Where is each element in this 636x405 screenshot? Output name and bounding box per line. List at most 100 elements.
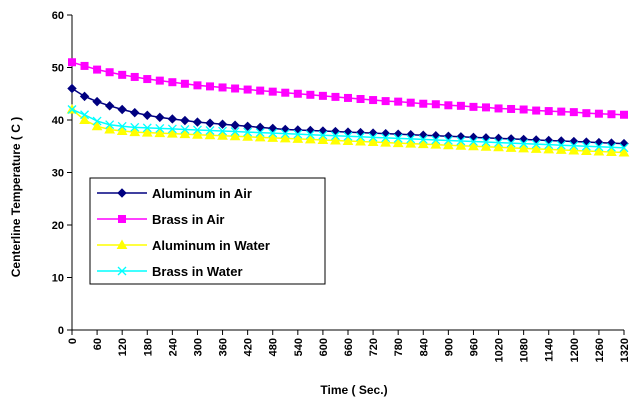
data-point — [167, 128, 178, 138]
data-point-stroke — [105, 120, 115, 130]
data-point — [392, 137, 404, 148]
data-point — [606, 138, 617, 148]
data-point — [581, 145, 592, 155]
data-point — [230, 127, 240, 137]
legend-item: Aluminum in Water — [97, 238, 270, 253]
data-point — [393, 129, 403, 139]
data-point — [256, 86, 265, 95]
legend-label: Aluminum in Water — [152, 238, 270, 253]
x-tick-label: 1260 — [594, 338, 606, 362]
data-point-stroke — [481, 137, 491, 147]
data-point — [469, 102, 478, 111]
data-point-stroke — [343, 131, 353, 141]
data-point — [468, 137, 478, 146]
x-tick-label: 1020 — [494, 338, 506, 362]
data-point — [155, 112, 165, 123]
data-point — [468, 140, 479, 151]
data-point — [192, 129, 203, 139]
x-tick-label: 1140 — [544, 338, 556, 362]
data-point-stroke — [255, 128, 265, 138]
series-aluminum-in-air — [67, 83, 629, 149]
data-point — [342, 135, 354, 145]
data-point — [155, 123, 165, 133]
data-point-stroke — [80, 110, 90, 120]
data-point — [154, 127, 166, 138]
y-tick-label: 0 — [58, 325, 64, 337]
data-point — [356, 95, 365, 103]
data-point — [367, 136, 379, 147]
data-point — [130, 107, 140, 118]
y-tick-label: 40 — [52, 115, 64, 127]
series-line — [71, 61, 625, 116]
y-tick-label: 20 — [52, 220, 64, 232]
data-point — [593, 145, 605, 156]
data-point — [444, 101, 453, 110]
data-point-stroke — [180, 124, 190, 134]
data-point — [343, 131, 353, 141]
data-point — [606, 142, 616, 152]
data-point — [104, 123, 115, 134]
x-tick-label: 1320 — [619, 338, 631, 362]
x-tick-label: 240 — [167, 338, 179, 356]
data-point — [443, 131, 454, 141]
data-point — [167, 114, 178, 124]
legend-label: Brass in Air — [152, 212, 225, 227]
data-point — [230, 120, 240, 130]
data-point — [79, 114, 90, 124]
data-point — [206, 82, 214, 91]
data-point — [368, 132, 378, 142]
data-point — [67, 105, 77, 114]
x-tick-label: 480 — [268, 338, 280, 356]
data-point-stroke — [418, 134, 428, 144]
data-point-stroke — [468, 137, 478, 146]
data-point — [607, 110, 616, 119]
data-point-stroke — [356, 132, 366, 142]
data-point-stroke — [544, 140, 554, 150]
data-point — [91, 120, 103, 131]
data-point — [531, 139, 541, 149]
series-brass-in-water — [67, 105, 629, 153]
data-point-stroke — [381, 133, 391, 143]
x-tick-label: 1200 — [569, 338, 581, 362]
data-point — [229, 130, 241, 141]
data-point — [104, 101, 115, 111]
data-point — [267, 132, 279, 142]
data-point — [419, 99, 428, 108]
x-tick-label: 1080 — [519, 338, 531, 362]
data-point — [431, 100, 440, 109]
data-point-stroke — [569, 141, 579, 151]
legend-box — [89, 177, 326, 285]
legend-label: Aluminum in Air — [152, 186, 252, 201]
data-point — [117, 266, 127, 276]
data-point — [455, 140, 467, 150]
data-point — [217, 130, 228, 140]
data-point — [620, 110, 628, 119]
data-point — [142, 123, 152, 133]
data-point — [557, 107, 566, 116]
data-point — [117, 121, 127, 131]
data-point — [355, 127, 366, 138]
data-point — [555, 144, 567, 154]
x-tick-label: 900 — [443, 338, 455, 356]
data-point — [380, 137, 391, 147]
data-point-stroke — [594, 142, 604, 152]
data-point-stroke — [280, 129, 290, 139]
data-point-stroke — [268, 128, 278, 138]
data-point — [569, 141, 579, 151]
data-point — [130, 122, 140, 132]
data-point — [93, 65, 102, 74]
data-point-stroke — [406, 134, 416, 144]
data-point — [80, 110, 90, 120]
data-point-stroke — [393, 133, 403, 143]
data-point-stroke — [205, 126, 215, 135]
data-point — [330, 126, 341, 137]
data-point — [280, 124, 290, 135]
data-point — [618, 147, 630, 157]
data-point — [406, 98, 415, 107]
data-point — [268, 128, 278, 138]
data-point — [544, 140, 554, 150]
data-point — [493, 141, 504, 152]
data-point — [507, 104, 516, 113]
data-point — [305, 133, 316, 144]
